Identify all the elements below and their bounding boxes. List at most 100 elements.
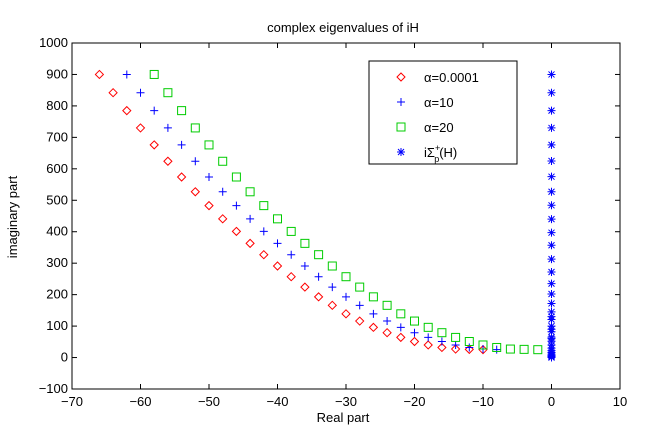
y-tick-label: −100	[39, 381, 68, 396]
data-point	[231, 172, 241, 182]
data-point	[547, 307, 556, 316]
data-point	[218, 187, 227, 196]
data-point	[108, 87, 118, 98]
data-point	[355, 282, 365, 292]
data-point	[149, 69, 159, 79]
x-tick-label: 0	[548, 394, 555, 409]
data-point	[328, 283, 337, 292]
x-axis-label: Real part	[317, 410, 370, 425]
data-point	[547, 187, 556, 196]
x-tick-label: −30	[335, 394, 357, 409]
legend-label: α=10	[424, 95, 454, 110]
data-point	[314, 272, 323, 281]
data-point	[191, 157, 200, 166]
data-point	[492, 342, 502, 352]
y-tick-label: 900	[46, 66, 68, 81]
data-point	[245, 238, 255, 249]
y-tick-label: 800	[46, 98, 68, 113]
data-point	[259, 201, 269, 211]
data-point	[286, 272, 296, 282]
data-point	[505, 344, 515, 354]
data-point	[273, 239, 282, 248]
data-point	[451, 340, 460, 349]
data-point	[437, 342, 447, 353]
data-point	[245, 187, 255, 197]
data-point	[218, 156, 228, 166]
y-tick-label: 600	[46, 161, 68, 176]
data-point	[396, 332, 406, 343]
data-point	[437, 337, 446, 346]
series-3	[149, 69, 543, 355]
data-point	[478, 340, 488, 350]
data-point	[313, 292, 324, 302]
data-point	[163, 156, 173, 166]
x-tick-label: −60	[129, 394, 151, 409]
data-point	[342, 292, 350, 301]
y-axis-label: imaginary part	[5, 175, 20, 258]
y-tick-label: 200	[46, 287, 68, 302]
data-point	[149, 140, 159, 150]
x-tick-label: −50	[198, 394, 220, 409]
data-point	[136, 88, 145, 97]
data-point	[547, 172, 556, 181]
y-tick-label: 700	[46, 129, 68, 144]
data-point	[547, 241, 556, 250]
legend-marker	[397, 148, 405, 156]
data-point	[163, 123, 172, 132]
data-point	[327, 300, 338, 311]
data-point	[547, 201, 556, 210]
data-point	[547, 70, 556, 79]
data-point	[409, 336, 420, 347]
legend-box	[368, 60, 518, 165]
data-point	[437, 328, 447, 338]
data-point	[259, 249, 269, 260]
data-point	[547, 267, 556, 276]
data-point	[547, 334, 556, 343]
legend-marker	[397, 98, 405, 106]
data-point	[547, 123, 556, 132]
data-point	[272, 261, 283, 271]
data-point	[382, 327, 392, 338]
data-point	[423, 322, 433, 332]
data-point	[450, 344, 461, 354]
data-point	[492, 345, 501, 354]
legend-label: α=0.0001	[424, 70, 479, 85]
plot-frame	[71, 42, 621, 390]
data-point	[177, 106, 187, 116]
data-point	[410, 328, 419, 337]
x-tick-label: −20	[403, 394, 425, 409]
data-point	[547, 228, 556, 237]
data-point	[547, 215, 556, 224]
data-point	[341, 309, 351, 319]
data-point	[451, 332, 461, 342]
data-point	[547, 279, 556, 288]
data-point	[300, 238, 310, 248]
data-point	[327, 261, 337, 271]
y-tick-label: 400	[46, 224, 68, 239]
data-point	[259, 227, 268, 236]
legend-marker	[396, 122, 406, 132]
data-point	[190, 123, 200, 133]
x-tick-label: −10	[472, 394, 494, 409]
series-layer	[94, 69, 556, 362]
data-point	[217, 214, 228, 224]
data-point	[519, 344, 529, 354]
y-tick-label: 0	[61, 350, 68, 365]
data-point	[231, 226, 242, 237]
data-point	[122, 70, 131, 79]
legend-label: α=20	[424, 120, 454, 135]
data-point	[341, 272, 351, 282]
series-1	[94, 69, 488, 355]
data-point	[94, 69, 105, 80]
data-point	[465, 343, 474, 352]
data-point	[368, 322, 379, 333]
x-tick-label: −70	[61, 394, 83, 409]
data-point	[177, 140, 186, 149]
plot-border	[71, 42, 621, 390]
data-point	[232, 201, 241, 210]
data-point	[286, 226, 296, 236]
data-point	[368, 292, 378, 302]
data-point	[547, 325, 556, 334]
data-point	[382, 300, 392, 310]
data-point	[478, 344, 488, 355]
